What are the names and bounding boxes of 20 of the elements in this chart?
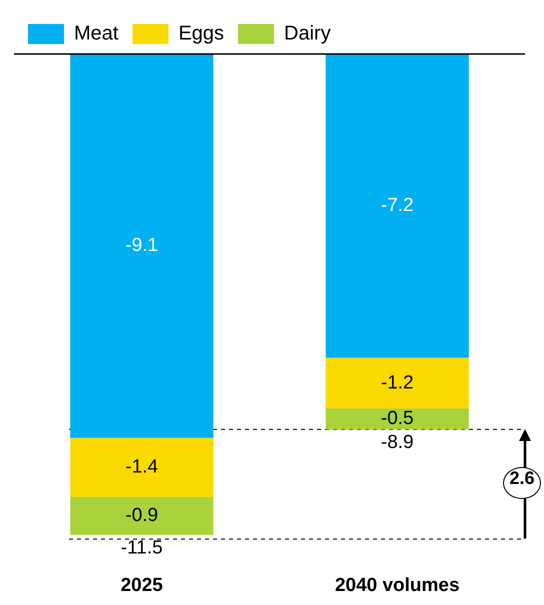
legend-label: Meat	[74, 22, 119, 45]
annotation: 2.6	[503, 467, 541, 500]
data-label: -0.9	[125, 505, 158, 526]
data-label: -7.2	[380, 195, 414, 216]
bar	[326, 358, 469, 408]
total-label: -8.9	[380, 432, 414, 454]
legend-label: Dairy	[284, 22, 331, 45]
bar	[70, 496, 214, 535]
data-label: -0.5	[380, 408, 414, 430]
data-label: -1.2	[380, 372, 414, 394]
x-tick-label: 2040 volumes	[334, 574, 460, 596]
bar	[326, 408, 469, 430]
bar	[70, 438, 214, 497]
bar	[326, 54, 469, 358]
data-label: -1.4	[125, 456, 159, 478]
data-label: -9.1	[125, 235, 158, 256]
total-label: -11.5	[120, 538, 163, 559]
legend-label: Eggs	[178, 22, 224, 45]
x-tick-label: 2025	[120, 574, 164, 596]
bar	[70, 54, 214, 438]
